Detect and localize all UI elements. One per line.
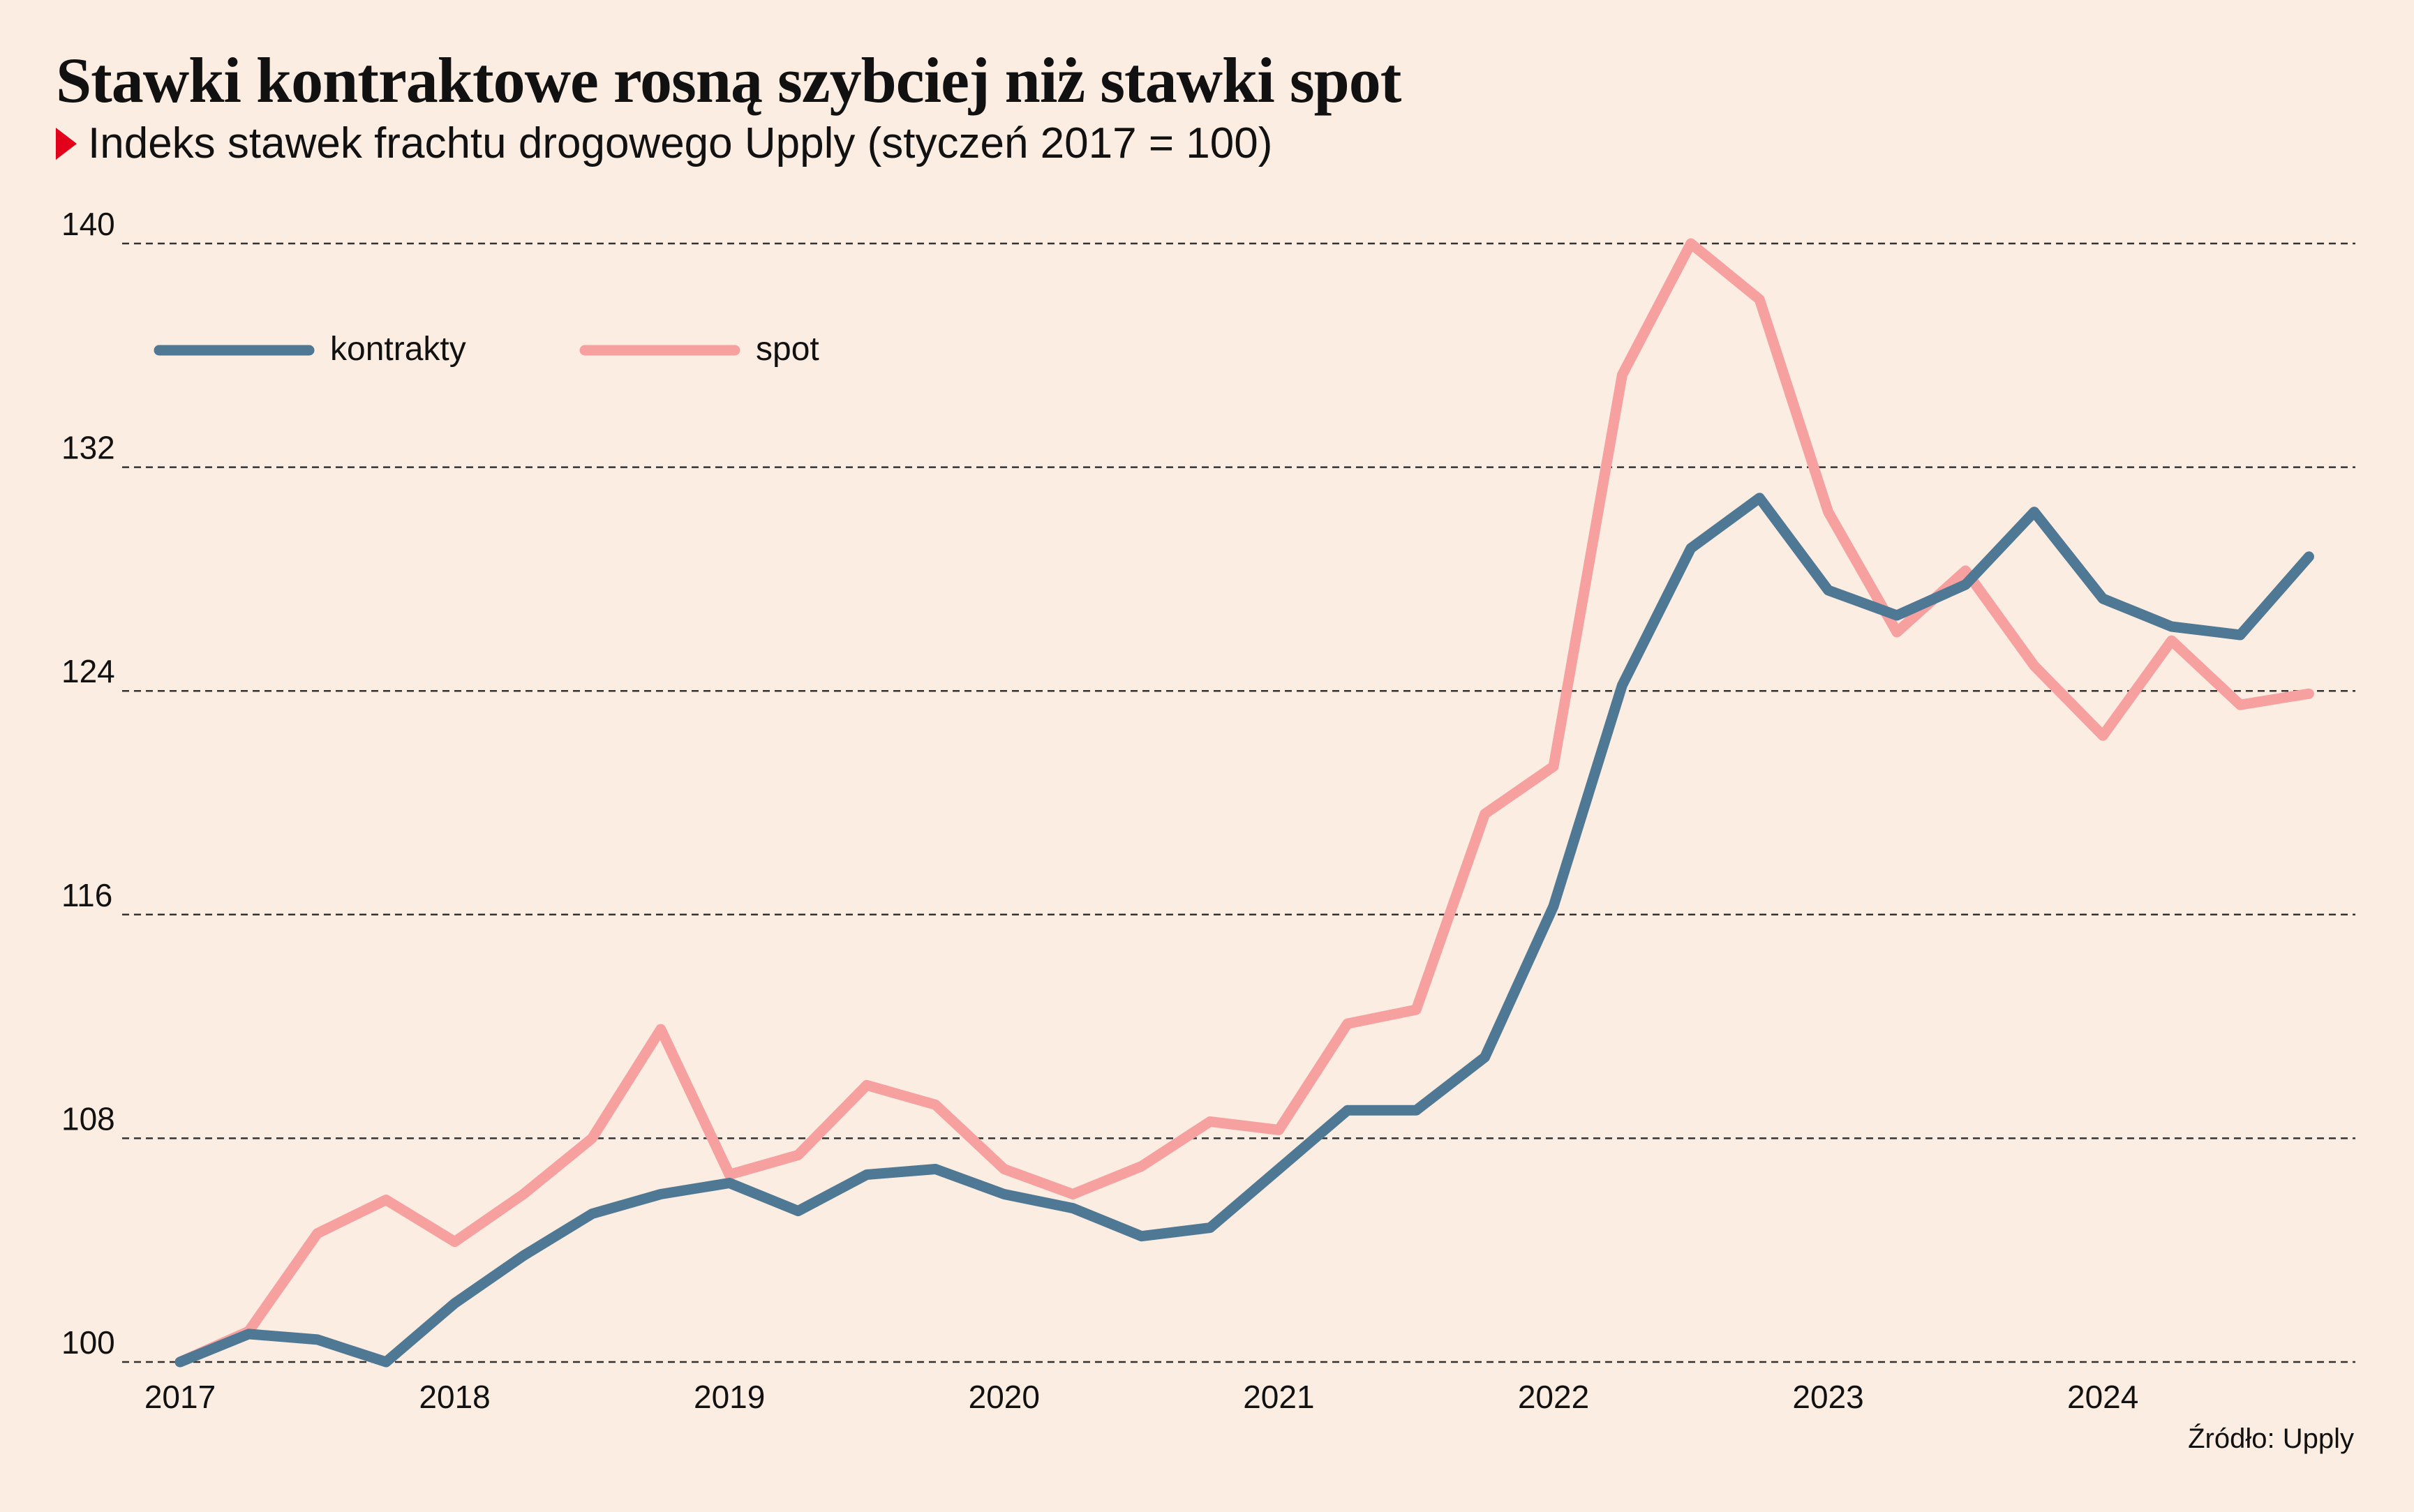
y-tick-label-108: 108 <box>61 1100 115 1137</box>
y-tick-label-100: 100 <box>61 1324 115 1361</box>
x-tick-label-2019: 2019 <box>694 1379 765 1415</box>
legend-label-kontrakty: kontrakty <box>330 331 466 368</box>
y-tick-label-140: 140 <box>61 206 115 242</box>
x-tick-label-2018: 2018 <box>419 1379 490 1415</box>
series-line-kontrakty <box>174 493 2314 1368</box>
y-tick-label-116: 116 <box>61 877 112 913</box>
x-tick-label-2024: 2024 <box>2067 1379 2138 1415</box>
y-tick-label-132: 132 <box>61 430 115 466</box>
chart-subtitle: Indeks stawek frachtu drogowego Upply (s… <box>56 119 1272 168</box>
chart-subtitle-text: Indeks stawek frachtu drogowego Upply (s… <box>88 119 1273 167</box>
chart-title: Stawki kontraktowe rosną szybciej niż st… <box>56 45 1401 116</box>
triangle-marker-icon <box>56 127 77 160</box>
x-tick-label-2017: 2017 <box>144 1379 216 1415</box>
legend-label-spot: spot <box>756 331 819 368</box>
x-tick-label-2022: 2022 <box>1518 1379 1589 1415</box>
source-note: Źródło: Upply <box>2188 1423 2354 1454</box>
x-tick-label-2021: 2021 <box>1243 1379 1314 1415</box>
series-line-spot <box>174 238 2314 1368</box>
x-tick-label-2020: 2020 <box>969 1379 1040 1415</box>
x-tick-label-2023: 2023 <box>1792 1379 1863 1415</box>
y-tick-label-124: 124 <box>61 653 115 689</box>
